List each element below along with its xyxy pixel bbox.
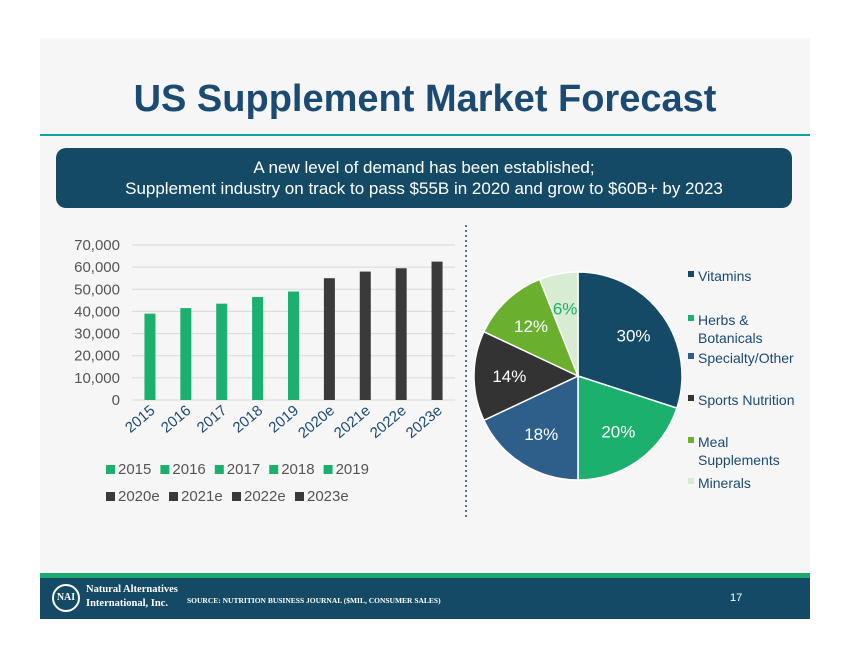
y-tick-label: 0 bbox=[112, 392, 120, 409]
pie-legend-label: Herbs & Botanicals bbox=[698, 312, 763, 346]
x-tick-label: 2023e bbox=[403, 402, 446, 442]
pie-legend-swatch bbox=[688, 395, 694, 401]
x-tick-label: 2016 bbox=[158, 402, 194, 436]
pie-slice bbox=[482, 278, 580, 378]
legend-swatch bbox=[106, 492, 115, 501]
pie-legend-swatch bbox=[688, 271, 694, 277]
pie-legend-label: Vitamins bbox=[698, 268, 751, 284]
legend-label: 2021e bbox=[181, 488, 223, 505]
legend-swatch bbox=[295, 492, 304, 501]
title-rule bbox=[40, 134, 810, 136]
legend-swatch bbox=[214, 465, 224, 474]
x-tick-label: 2017 bbox=[194, 402, 230, 436]
bar bbox=[323, 278, 335, 400]
page-number: 17 bbox=[730, 592, 743, 604]
legend-label: 2019 bbox=[336, 461, 369, 478]
bar bbox=[395, 268, 407, 400]
pie-legend-label: Specialty/Other bbox=[698, 350, 794, 366]
pie-data-label: 6% bbox=[553, 300, 578, 319]
pie-legend-swatch bbox=[688, 478, 694, 484]
bar bbox=[288, 291, 299, 400]
y-tick-label: 40,000 bbox=[74, 303, 120, 320]
pie-legend-swatch bbox=[688, 315, 694, 321]
slide-title: US Supplement Market Forecast bbox=[133, 78, 717, 120]
slide: US Supplement Market Forecast A new leve… bbox=[40, 38, 810, 619]
pie-legend-label: Meal Supplements bbox=[698, 434, 780, 468]
banner-line-1: A new level of demand has been establish… bbox=[253, 158, 595, 177]
company-name: Natural Alternatives International, Inc. bbox=[86, 583, 178, 611]
legend-label: 2020e bbox=[118, 488, 160, 505]
pie-legend-label: Sports Nutrition bbox=[698, 392, 794, 408]
bar bbox=[144, 313, 156, 400]
company-name-line-1: Natural Alternatives bbox=[86, 584, 178, 595]
legend-label: 2023e bbox=[307, 488, 349, 505]
bar bbox=[359, 271, 371, 400]
x-tick-label: 2021e bbox=[331, 402, 374, 442]
x-tick-label: 2022e bbox=[367, 402, 410, 442]
pie-data-label: 30% bbox=[617, 327, 651, 346]
legend-swatch bbox=[160, 465, 170, 474]
pie-slice bbox=[473, 330, 580, 422]
banner-line-2: Supplement industry on track to pass $55… bbox=[125, 179, 723, 198]
company-logo: NAI bbox=[52, 584, 80, 612]
pie-data-label: 18% bbox=[524, 425, 558, 444]
bar bbox=[252, 297, 264, 400]
x-tick-label: 2018 bbox=[230, 402, 266, 436]
footer-bar bbox=[40, 578, 810, 619]
pie-slice bbox=[482, 374, 579, 481]
y-tick-label: 50,000 bbox=[74, 281, 120, 298]
y-tick-label: 60,000 bbox=[74, 259, 120, 276]
pie-data-label: 12% bbox=[514, 317, 548, 336]
bar bbox=[180, 308, 192, 400]
x-tick-label: 2015 bbox=[122, 402, 158, 436]
x-tick-label: 2020e bbox=[295, 402, 338, 442]
legend-swatch bbox=[269, 465, 279, 474]
headline-banner: A new level of demand has been establish… bbox=[56, 148, 792, 208]
footer-accent-band bbox=[40, 573, 810, 579]
pie-slice bbox=[538, 271, 579, 377]
legend-swatch bbox=[232, 492, 241, 501]
pie-data-label: 14% bbox=[492, 367, 526, 386]
pie-legend-swatch bbox=[688, 353, 694, 359]
charts-canvas: 0 10,000 20,000 30,000 40,000 50,000 60,000 70,… bbox=[74, 225, 794, 520]
legend-swatch bbox=[169, 492, 178, 501]
pie-legend-label: Minerals bbox=[698, 475, 751, 491]
y-tick-label: 10,000 bbox=[74, 370, 120, 387]
legend-swatch bbox=[106, 465, 115, 474]
company-name-line-2: International, Inc. bbox=[86, 598, 168, 609]
legend-label: 2015 bbox=[118, 461, 151, 478]
legend-label: 2016 bbox=[172, 461, 205, 478]
pie-slice bbox=[577, 374, 678, 481]
legend-label: 2018 bbox=[281, 461, 314, 478]
legend-label: 2022e bbox=[244, 488, 286, 505]
y-tick-label: 70,000 bbox=[74, 237, 120, 254]
y-tick-label: 30,000 bbox=[74, 326, 120, 343]
pie-slice bbox=[577, 271, 683, 410]
source-note: SOURCE: NUTRITION BUSINESS JOURNAL ($MIL… bbox=[187, 596, 441, 605]
pie-data-label: 20% bbox=[601, 423, 635, 442]
legend-label: 2017 bbox=[227, 461, 260, 478]
legend-swatch bbox=[323, 465, 333, 474]
pie-legend-swatch bbox=[688, 437, 694, 443]
bar bbox=[431, 261, 443, 400]
y-tick-label: 20,000 bbox=[74, 348, 120, 365]
bar bbox=[216, 303, 228, 400]
